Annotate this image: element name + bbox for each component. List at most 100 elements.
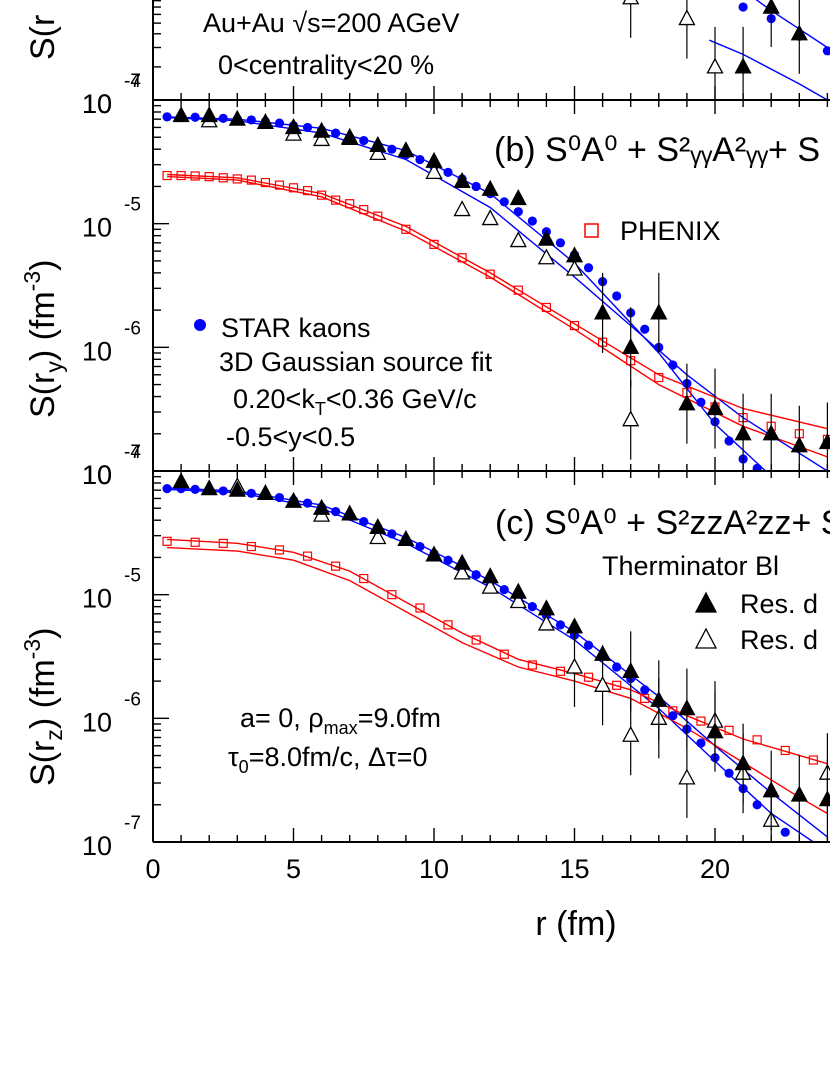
phenix-point: [218, 538, 228, 548]
panel-c-title: (c) S⁰A⁰ + S²zzA²zz+ S: [495, 504, 830, 542]
model-params-line2: τ0=8.0fm/c, Δτ=0: [228, 742, 427, 777]
star-kaon-point: [331, 128, 341, 138]
res-filled-point: [734, 424, 752, 441]
star-kaon-point: [499, 584, 509, 595]
phenix-point: [162, 536, 172, 546]
res-open-point: [425, 162, 443, 179]
y-tick-label: 10: [82, 831, 112, 861]
res-open-point: [594, 675, 612, 692]
star-kaon-point: [752, 800, 762, 810]
star-kaon-point: [738, 2, 748, 12]
y-tick-exponent: -4: [124, 71, 141, 92]
phenix-point: [246, 175, 256, 185]
phenix-point: [162, 170, 172, 181]
phenix-point: [415, 603, 425, 613]
y-tick-exponent: -6: [124, 318, 141, 339]
phenix-point: [696, 716, 706, 726]
star-kaon-point: [555, 620, 566, 630]
res-open-point: [565, 259, 584, 276]
legend-res-filled-label: Res. d: [740, 589, 818, 619]
model-curve: [167, 488, 814, 842]
legend-star-dot: [194, 319, 206, 331]
res-filled-point: [509, 582, 527, 599]
res-open-point: [481, 577, 499, 594]
star-kaon-point: [302, 498, 313, 508]
res-open-point: [537, 248, 555, 265]
phenix-point: [401, 224, 411, 234]
res-open-point: [565, 657, 584, 674]
phenix-point: [218, 173, 228, 183]
phenix-point: [752, 735, 762, 745]
y-tick-label: 10: [82, 460, 112, 490]
res-open-point: [369, 144, 387, 161]
phenix-point: [583, 672, 594, 682]
star-kaon-point: [359, 135, 369, 146]
star-kaon-point: [724, 436, 734, 446]
phenix-point: [780, 745, 790, 756]
phenix-point: [331, 195, 341, 205]
panels: 10-710-410-510-610-710-410-510-610-70 5 10…: [82, 0, 830, 884]
kt-range-label: 0.20<kT<0.36 GeV/c: [233, 384, 477, 419]
y-tick-exponent: -7: [124, 813, 141, 834]
phenix-point: [246, 541, 256, 552]
res-filled-point: [818, 790, 830, 807]
res-filled-point: [790, 436, 808, 453]
phenix-point: [288, 183, 299, 193]
model-curve: [709, 39, 828, 100]
res-filled-point: [397, 141, 415, 158]
star-kaon-point: [443, 167, 453, 177]
star-kaon-point: [780, 827, 790, 837]
x-tick-label: 15: [559, 854, 589, 884]
y-tick-exponent: -7: [124, 442, 141, 463]
star-kaon-point: [612, 291, 622, 301]
phenix-point: [429, 239, 439, 249]
res-filled-point: [341, 127, 359, 144]
res-open-point: [818, 763, 830, 780]
phenix-point: [204, 172, 214, 182]
legend-res-open-label: Res. d: [740, 625, 818, 655]
res-filled-point: [256, 112, 274, 129]
star-kaon-point: [162, 484, 172, 494]
phenix-point: [190, 171, 200, 181]
res-filled-point: [594, 303, 612, 320]
res-filled-point: [256, 483, 274, 500]
x-tick-label: 20: [700, 854, 730, 884]
phenix-point: [190, 537, 200, 547]
star-kaon-point: [752, 463, 762, 471]
res-filled-point: [734, 754, 752, 771]
legend-phenix-square: [584, 223, 599, 238]
phenix-point: [176, 170, 186, 181]
res-filled-point: [369, 518, 387, 535]
res-filled-point: [565, 246, 584, 263]
model-curve: [755, 0, 828, 49]
star-kaon-point: [162, 112, 172, 122]
phenix-point: [612, 680, 622, 690]
star-kaon-point: [555, 238, 566, 248]
res-filled-point: [762, 424, 780, 441]
star-kaon-point: [246, 488, 256, 498]
plot-area-a: [622, 0, 830, 100]
phenix-point: [373, 211, 383, 221]
y-tick-label: 10: [82, 336, 112, 366]
star-kaon-point: [640, 324, 650, 334]
res-filled-point: [650, 303, 668, 320]
res-filled-point: [200, 106, 218, 123]
y-tick-exponent: -5: [124, 195, 141, 216]
static-text: Au+Au √s=200 AGeV 0<centrality<20 % (b) …: [19, 8, 830, 943]
res-filled-point: [453, 171, 471, 188]
res-filled-point: [734, 57, 752, 74]
y-tick-label: 10: [82, 584, 112, 614]
res-filled-point: [790, 24, 808, 41]
res-open-point: [537, 614, 555, 631]
panel-c: 10-410-510-610-70 5 10 15 20: [82, 442, 830, 884]
star-kaon-point: [696, 397, 706, 407]
panel-b-title: (b) S⁰A⁰ + S²ᵧᵧA²ᵧᵧ+ S: [494, 131, 820, 169]
res-filled-point: [172, 106, 190, 123]
star-kaon-point: [668, 360, 678, 370]
phenix-point: [499, 649, 509, 659]
res-open-point: [453, 563, 471, 580]
phenix-point: [457, 253, 467, 263]
star-kaon-point: [443, 555, 453, 565]
legend-markers: [194, 223, 718, 649]
